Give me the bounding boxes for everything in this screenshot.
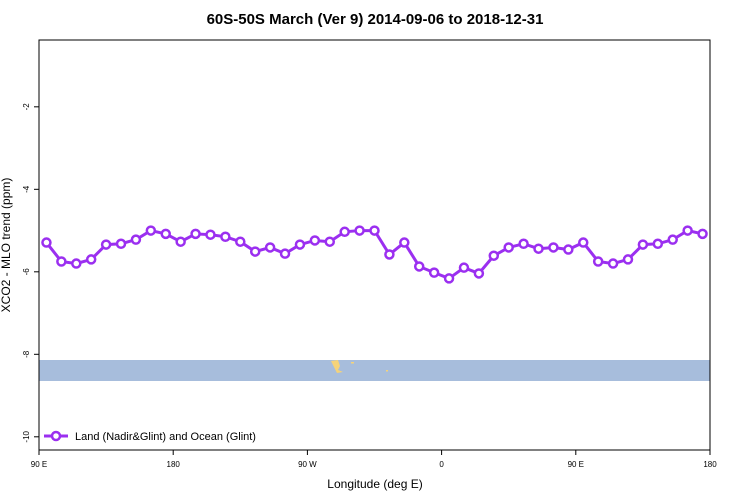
point [637,239,649,250]
point [578,237,589,248]
point [339,226,350,238]
y-tick-label: -6 [22,268,31,276]
point [607,258,619,269]
point [503,242,514,253]
land-patch [386,370,388,372]
point [294,239,306,250]
point [71,258,82,269]
y-tick-label: -2 [22,103,31,111]
point [428,267,440,278]
point [41,237,52,248]
legend-label: Land (Nadir&Glint) and Ocean (Glint) [75,431,256,443]
y-axis-label: XCO2 - MLO trend (ppm) [0,178,13,313]
point [458,262,470,273]
point [354,225,365,236]
x-tick-label: 90 E [568,460,584,469]
ocean-band [39,360,710,381]
point [652,238,664,250]
y-tick-label: -4 [22,185,31,193]
point [518,238,529,250]
point [279,248,291,259]
point [563,244,574,255]
point [160,228,171,240]
point [205,229,216,240]
point [697,228,708,240]
land-patch [331,360,343,373]
point [85,254,97,265]
point [533,243,544,254]
point [249,246,261,257]
point [622,254,634,265]
point [324,236,336,247]
y-tick-label: -8 [22,350,31,358]
legend-marker [50,430,62,442]
plot-frame [38,39,711,451]
x-tick-label: 180 [703,460,717,469]
point [235,236,246,247]
legend: Land (Nadir&Glint) and Ocean (Glint) [44,430,256,443]
point [548,242,559,253]
land-patch [351,362,354,364]
x-tick-label: 90 E [31,460,47,469]
point [488,250,500,261]
point [145,225,157,236]
point [130,234,142,245]
point [443,273,455,284]
chart-title: 60S-50S March (Ver 9) 2014-09-06 to 2018… [207,11,544,28]
point [667,234,678,245]
point [115,238,127,250]
point [264,242,276,253]
point [220,231,231,243]
series-line [45,228,703,281]
point [384,249,395,260]
point [413,261,425,272]
point [100,239,112,250]
point [190,228,201,240]
point [399,237,410,248]
point [592,256,604,267]
x-tick-label: 180 [167,460,181,469]
point [682,225,693,236]
point [473,268,485,279]
point [56,256,67,267]
x-tick-label: 90 W [298,460,317,469]
point [309,235,321,246]
x-tick-label: 0 [439,460,444,469]
map-strip [39,360,710,381]
point [369,225,380,236]
y-tick-label: -10 [22,430,31,442]
point [175,236,186,247]
x-axis-label: Longitude (deg E) [327,477,422,491]
